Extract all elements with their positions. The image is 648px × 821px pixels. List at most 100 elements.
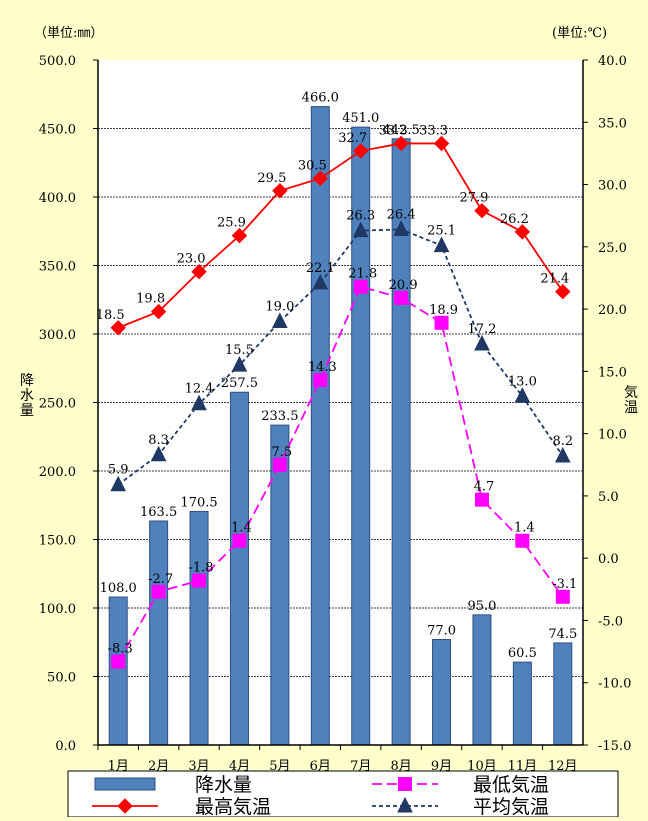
bar-data-label: 74.5 — [548, 627, 577, 642]
line-data-label: 1.4 — [514, 521, 535, 536]
x-tick-label: 6月 — [310, 759, 331, 774]
line-data-label: 26.3 — [346, 209, 375, 224]
square-marker — [232, 533, 247, 548]
triangle-marker — [231, 356, 248, 372]
x-tick-label: 11月 — [508, 759, 538, 774]
left-tick-label: 500.0 — [39, 54, 76, 69]
diamond-marker — [353, 143, 369, 159]
x-tick-label: 3月 — [188, 759, 209, 774]
series-line — [117, 228, 564, 486]
bar-data-label: 466.0 — [302, 91, 339, 106]
left-axis-title: 降水量 — [20, 373, 34, 419]
bar-data-label: 108.0 — [100, 581, 137, 596]
diamond-marker — [555, 283, 571, 300]
triangle-marker — [554, 446, 571, 463]
line-data-label: -8.3 — [108, 642, 133, 657]
x-tick-label: 12月 — [548, 759, 578, 774]
square-marker — [192, 573, 207, 588]
line-data-label: 19.8 — [136, 292, 165, 307]
square-marker — [353, 279, 368, 294]
left-tick-label: 300.0 — [39, 328, 76, 343]
left-tick-label: 350.0 — [39, 260, 76, 275]
triangle-marker — [272, 312, 288, 329]
right-tick-label: 15.0 — [598, 365, 627, 380]
right-tick-label: 5.0 — [598, 490, 619, 505]
legend-label: 最高気温 — [195, 796, 271, 817]
line-data-label: 13.0 — [508, 374, 537, 389]
line-data-label: 30.5 — [298, 158, 327, 173]
square-marker — [111, 654, 126, 669]
triangle-marker — [191, 394, 207, 411]
square-marker — [434, 315, 449, 330]
bar-data-label: 163.5 — [140, 505, 177, 520]
bar — [512, 661, 532, 746]
right-tick-label: 20.0 — [598, 303, 627, 318]
line-data-label: 5.9 — [108, 463, 129, 478]
line-data-label: 25.1 — [427, 224, 456, 239]
legend-label: 最低気温 — [473, 774, 549, 796]
bar-data-label: 170.5 — [180, 495, 217, 510]
legend-label: 降水量 — [195, 774, 252, 796]
line-data-label: 14.3 — [308, 360, 337, 375]
bar — [472, 614, 492, 746]
diamond-marker — [150, 303, 167, 320]
bar-data-label: 451.0 — [342, 111, 379, 126]
diamond-marker — [231, 227, 248, 244]
square-marker — [515, 533, 530, 548]
left-tick-label: 200.0 — [39, 465, 76, 480]
series-line — [117, 142, 564, 329]
square-marker — [151, 584, 166, 599]
line-data-label: 21.4 — [540, 272, 569, 287]
line-data-label: 25.9 — [217, 216, 246, 231]
left-tick-label: 100.0 — [39, 602, 76, 617]
legend-label: 平均気温 — [473, 796, 549, 817]
diamond-marker — [433, 135, 450, 152]
line-data-label: -3.1 — [552, 577, 577, 592]
line-data-label: 32.7 — [338, 131, 367, 146]
square-marker — [313, 373, 328, 388]
x-tick-label: 8月 — [390, 759, 411, 774]
square-marker — [394, 290, 409, 305]
line-data-label: 26.4 — [387, 207, 416, 222]
left-tick-label: 50.0 — [47, 671, 76, 686]
diamond-marker — [474, 202, 490, 219]
triangle-marker — [393, 220, 409, 236]
diamond-marker — [272, 183, 288, 199]
right-tick-label: -5.0 — [598, 614, 623, 629]
square-marker — [272, 457, 287, 472]
line-data-label: 21.8 — [348, 267, 377, 282]
right-tick-label: -15.0 — [598, 739, 631, 754]
line-data-label: 8.3 — [148, 433, 169, 448]
legend-swatch — [94, 777, 156, 791]
line-data-label: 15.5 — [225, 343, 254, 358]
right-axis-title: 気温 — [624, 385, 638, 416]
bar — [432, 639, 452, 746]
bar-data-label: 77.0 — [427, 624, 456, 639]
triangle-marker — [150, 445, 167, 462]
bar-data-label: 233.5 — [261, 409, 298, 424]
x-tick-label: 7月 — [350, 759, 371, 774]
triangle-marker — [474, 334, 490, 351]
bar — [270, 424, 290, 746]
bar — [310, 106, 330, 746]
line-data-label: 33.3 — [379, 123, 408, 138]
triangle-marker — [433, 236, 450, 253]
line-data-label: 7.5 — [272, 445, 293, 460]
square-marker — [398, 777, 412, 791]
triangle-marker — [110, 475, 127, 492]
right-unit-label: (単位:℃) — [552, 25, 607, 41]
right-tick-label: 25.0 — [598, 241, 627, 256]
right-tick-label: 40.0 — [598, 54, 627, 69]
x-tick-label: 9月 — [431, 759, 452, 774]
x-tick-label: 1月 — [108, 759, 129, 774]
bar-data-label: 60.5 — [508, 646, 537, 661]
left-tick-label: 450.0 — [39, 123, 76, 138]
right-tick-label: 30.0 — [598, 179, 627, 194]
line-data-label: 27.9 — [459, 191, 488, 206]
line-data-label: 23.0 — [177, 252, 206, 267]
square-marker — [474, 492, 489, 507]
line-data-label: 22.1 — [306, 261, 335, 276]
left-unit-label: （単位:㎜） — [34, 25, 103, 41]
